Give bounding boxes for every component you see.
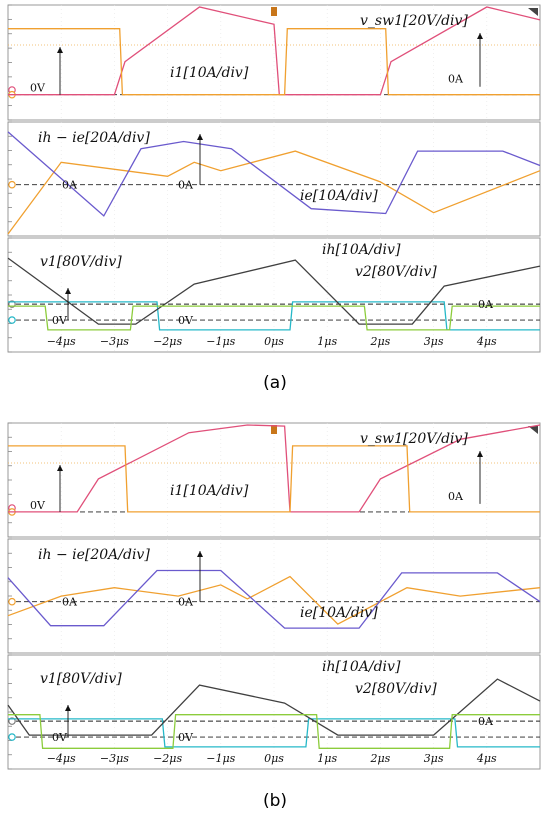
ih-trace — [7, 678, 541, 736]
x-tick-label: −2μs — [153, 752, 182, 765]
x-tick-label: −3μs — [100, 335, 129, 348]
mid-zero-a-label: 0A — [62, 179, 78, 192]
top-zero-v-label: 0V — [30, 82, 46, 95]
x-tick-label: 3μs — [424, 752, 444, 765]
x-tick-label: −3μs — [100, 752, 129, 765]
ih-trace — [7, 257, 541, 325]
bot-zero-a-label: 0A — [478, 715, 494, 728]
arrow-head — [197, 551, 203, 557]
arrow-head — [477, 33, 483, 39]
arrow-head — [477, 451, 483, 457]
ih-ie-label: ih − ie[20A/div] — [38, 547, 150, 563]
x-tick-label: 1μs — [317, 335, 337, 348]
v1-label: v1[80V/div] — [40, 254, 122, 270]
v1-label: v1[80V/div] — [40, 671, 122, 687]
x-tick-label: 3μs — [424, 335, 444, 348]
bot-zero-a-label: 0A — [478, 298, 494, 311]
ih-ie-trace — [7, 150, 541, 235]
i1-label: i1[10A/div] — [170, 483, 249, 499]
top-zero-a-label: 0A — [448, 490, 464, 503]
mid-zero-a-label: 0A — [62, 596, 78, 609]
v2-trace — [8, 305, 540, 331]
v2-label: v2[80V/div] — [355, 264, 437, 280]
vsw-label: v_sw1[20V/div] — [360, 431, 468, 447]
mid-zero-a2-label: 0A — [178, 596, 194, 609]
trigger-marker — [271, 425, 277, 434]
channel-marker — [8, 733, 16, 741]
arrow-head — [57, 465, 63, 471]
ie-trace — [7, 569, 541, 629]
x-tick-label: −1μs — [206, 335, 235, 348]
x-tick-label: 2μs — [370, 752, 391, 765]
bot-zero-v2-label: 0V — [178, 314, 194, 327]
channel-marker — [8, 180, 16, 189]
bot-zero-v2-label: 0V — [178, 731, 194, 744]
x-tick-label: −1μs — [206, 752, 235, 765]
bot-zero-v1-label: 0V — [52, 314, 68, 327]
mid-zero-a2-label: 0A — [178, 179, 194, 192]
corner-marker — [528, 426, 538, 434]
ih-label: ih[10A/div] — [322, 242, 401, 258]
i1-trace — [8, 445, 540, 513]
x-tick-label: −4μs — [47, 752, 76, 765]
arrow-head — [65, 288, 71, 294]
vsw-label: v_sw1[20V/div] — [360, 13, 468, 29]
vsw-trace — [8, 6, 541, 96]
v2-label: v2[80V/div] — [355, 681, 437, 697]
ih-ie-label: ih − ie[20A/div] — [38, 130, 150, 146]
x-tick-label: 4μs — [476, 335, 497, 348]
bot-zero-v1-label: 0V — [52, 731, 68, 744]
v2-trace — [8, 714, 540, 749]
trigger-marker — [271, 7, 277, 16]
vsw-trace — [8, 424, 541, 513]
x-tick-label: 1μs — [317, 752, 337, 765]
panel-a: −4μs −3μs −2μs −1μs 0μs 1μs 2μs 3μs 4μs v_sw1[20V… — [7, 4, 541, 353]
arrow-head — [57, 47, 63, 53]
panel-a-caption: (a) — [263, 373, 287, 393]
x-tick-label: 2μs — [370, 335, 391, 348]
top-zero-v-label: 0V — [30, 499, 46, 512]
arrow-head — [197, 134, 203, 140]
ie-label: ie[10A/div] — [300, 188, 378, 204]
ih-label: ih[10A/div] — [322, 659, 401, 675]
ie-label: ie[10A/div] — [300, 605, 378, 621]
i1-trace — [8, 28, 540, 96]
x-tick-label: −4μs — [47, 335, 76, 348]
i1-label: i1[10A/div] — [170, 65, 249, 81]
panel-b-caption: (b) — [263, 791, 287, 811]
x-tick-label: 0μs — [264, 752, 284, 765]
x-tick-label: 4μs — [476, 752, 497, 765]
top-zero-a-label: 0A — [448, 73, 464, 86]
x-tick-label: 0μs — [264, 335, 284, 348]
panel-b: −4μs −3μs −2μs −1μs 0μs 1μs 2μs 3μs 4μs v_sw1[20V… — [7, 422, 541, 770]
ih-ie-trace — [7, 575, 541, 625]
channel-marker — [8, 316, 16, 324]
x-tick-label: −2μs — [153, 335, 182, 348]
corner-marker — [528, 8, 538, 16]
ie-trace — [7, 131, 541, 217]
arrow-head — [65, 705, 71, 711]
channel-marker — [8, 597, 16, 606]
